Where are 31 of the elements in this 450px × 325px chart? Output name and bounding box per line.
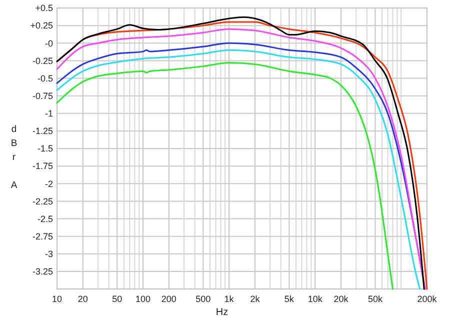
x-tick-label: 100 (136, 294, 151, 304)
x-tick-label: 2k (250, 294, 260, 304)
y-tick-label: -0.75 (32, 90, 53, 101)
y-tick-label: -1.75 (32, 161, 53, 172)
x-tick-label: 10k (308, 294, 323, 304)
y-tick-label: -0.25 (32, 56, 53, 66)
y-tick-label: +0.25 (30, 20, 53, 31)
x-tick-label: 200k (417, 294, 438, 304)
y-tick-label: -3.25 (32, 266, 53, 277)
x-tick-label: 200 (161, 294, 176, 304)
y-tick-label: -0 (44, 38, 53, 48)
y-tick-label: -2 (44, 178, 53, 189)
y-tick-label: +0.5 (35, 3, 53, 14)
y-tick-label: -2.75 (32, 231, 53, 242)
x-tick-label: 1k (224, 294, 234, 304)
x-tick-label: 500 (196, 294, 211, 304)
x-tick-label: 5k (284, 294, 294, 304)
y-tick-label: -2.5 (37, 214, 53, 224)
text: dBr A (10, 124, 18, 191)
x-tick-label: 10 (52, 294, 62, 304)
y-tick-label: -2.25 (32, 196, 53, 206)
x-tick-label: 20k (334, 294, 349, 304)
x-tick-label: 50k (368, 294, 383, 304)
y-tick-label: -1.25 (32, 126, 53, 136)
x-axis-title: Hz (216, 307, 228, 318)
y-tick-label: -0.5 (37, 73, 53, 84)
y-tick-label: -1.5 (37, 144, 53, 154)
y-tick-label: -3 (44, 249, 53, 260)
y-tick-label: -1 (44, 108, 53, 119)
x-tick-label: 50 (112, 294, 122, 304)
x-tick-label: 20 (78, 294, 88, 304)
